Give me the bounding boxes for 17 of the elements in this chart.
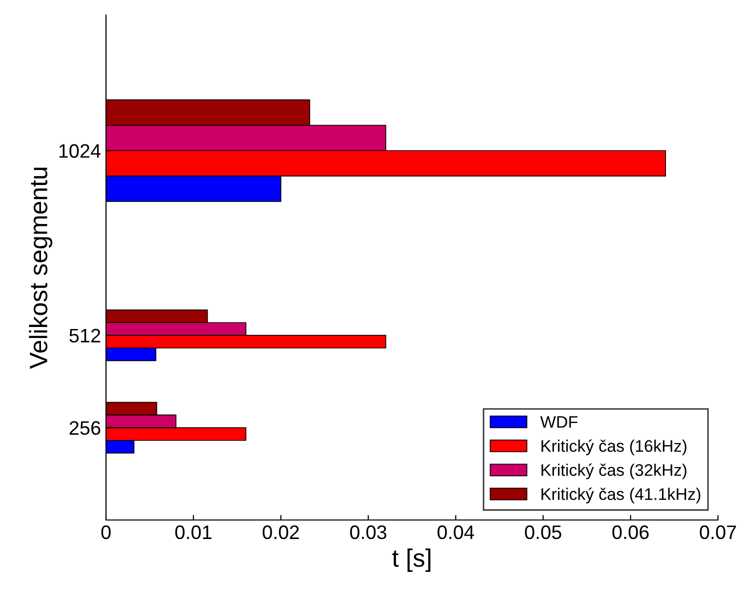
x-tick-label: 0 — [101, 525, 111, 540]
legend-label: Kritický čas (41.1kHz) — [542, 488, 700, 504]
y-axis-title: Velikost segmentu — [29, 168, 52, 369]
x-axis-title: t [s] — [392, 548, 430, 572]
legend-label: Kritický čas (16kHz) — [542, 439, 686, 456]
y-tick-label: 256 — [70, 421, 100, 435]
x-tick-label: 0.01 — [175, 525, 212, 540]
legend-label: Kritický čas (32kHz) — [542, 464, 686, 480]
x-tick-label: 0.03 — [350, 525, 386, 540]
x-tick-label: 0.05 — [524, 525, 562, 540]
y-tick-label: 1024 — [59, 144, 101, 158]
x-tick-label: 0.02 — [262, 525, 299, 540]
x-tick-label: 0.07 — [700, 525, 736, 540]
x-tick-label: 0.06 — [612, 525, 649, 540]
x-tick-label: 0.04 — [438, 525, 474, 540]
legend-label: WDF — [540, 416, 578, 428]
y-tick-label: 512 — [69, 328, 100, 343]
